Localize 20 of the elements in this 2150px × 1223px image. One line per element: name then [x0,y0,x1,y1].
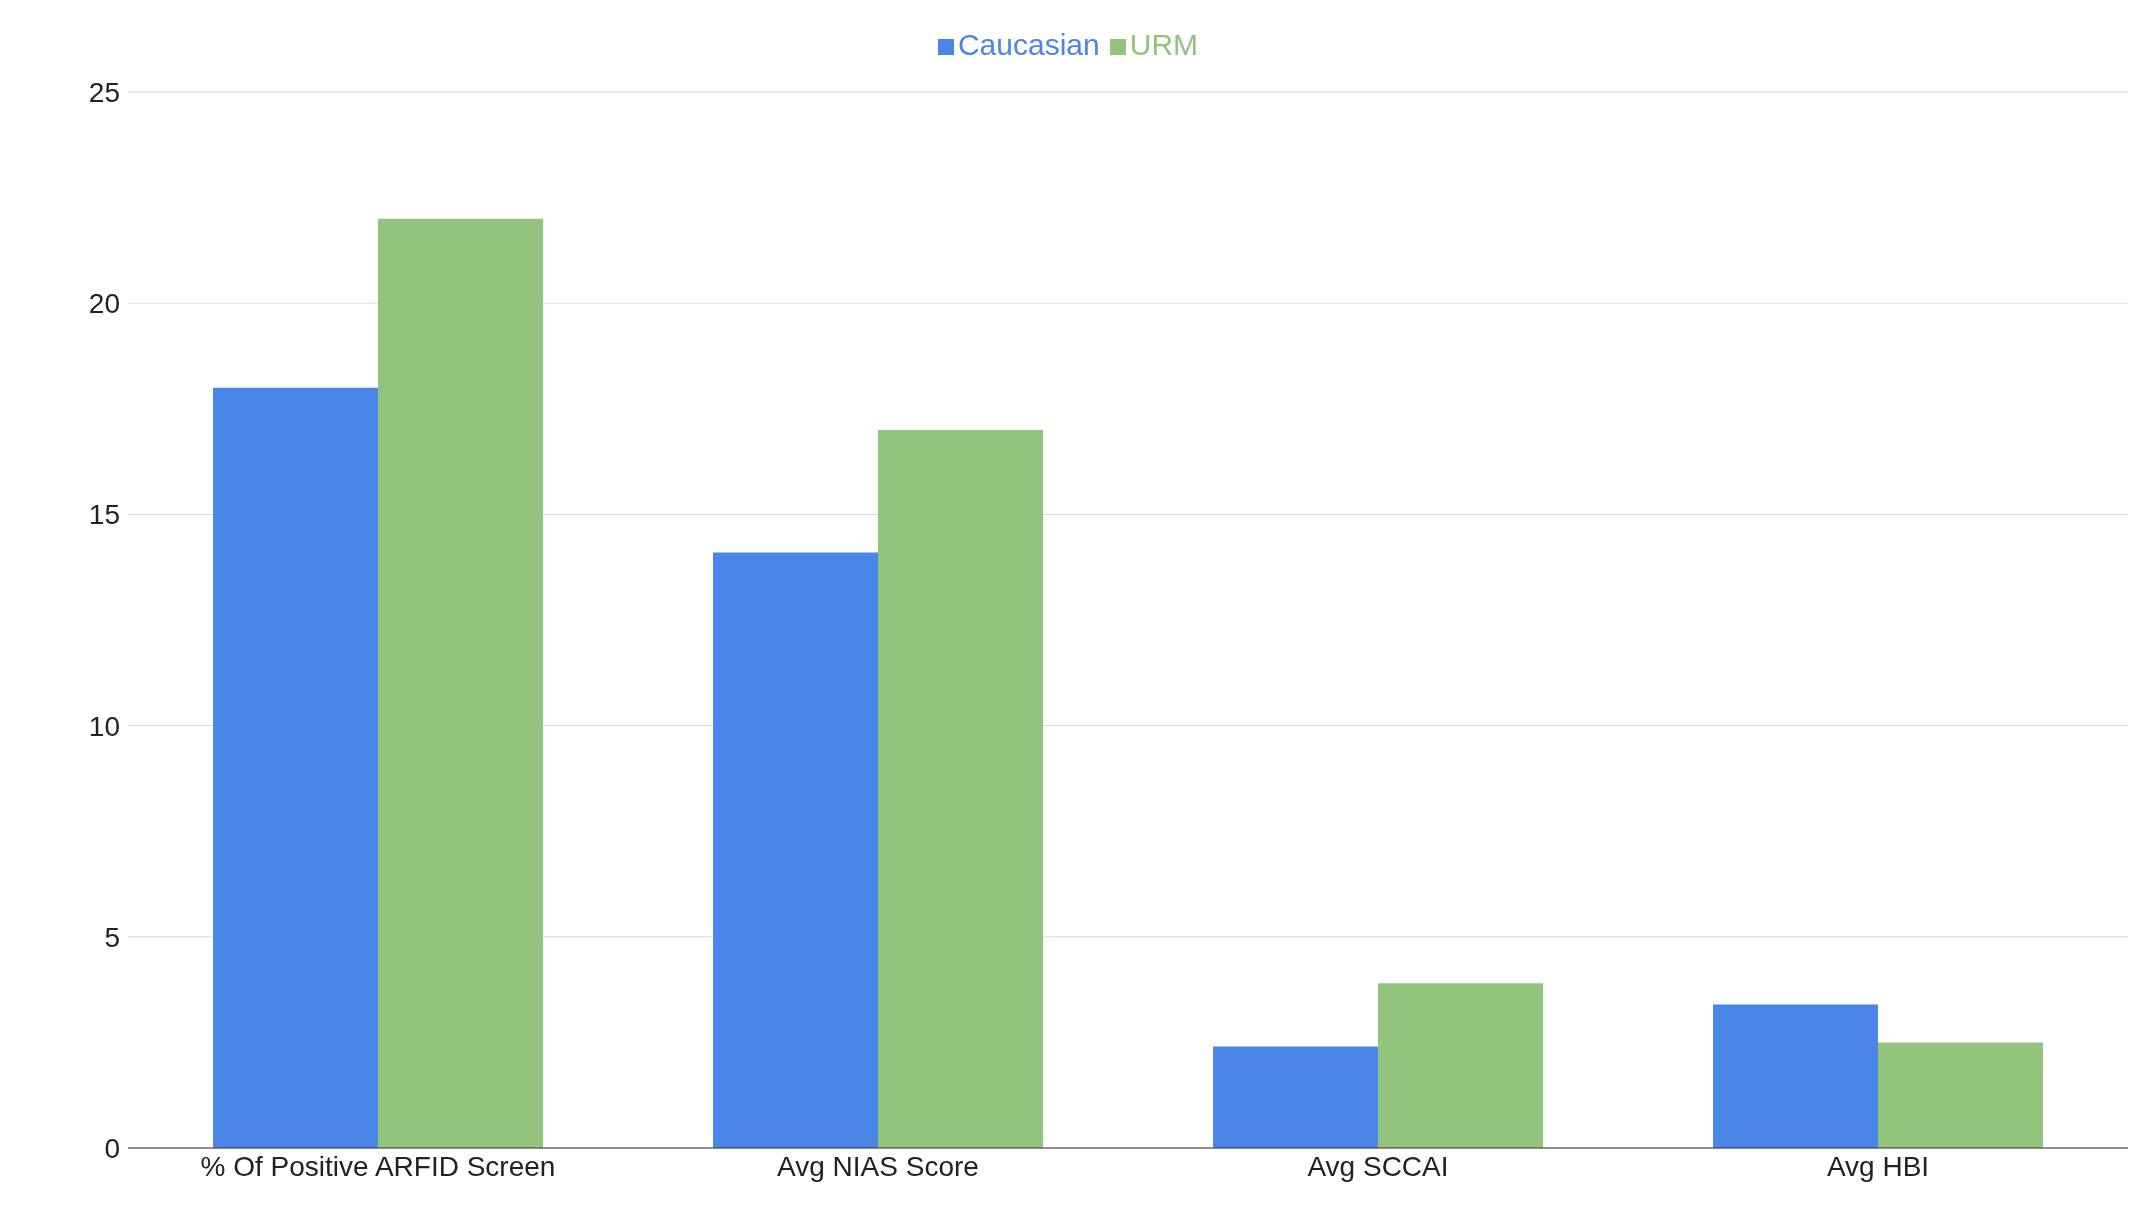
x-tick-label: Avg HBI [1826,1150,1930,1182]
y-tick-label: 20 [88,288,120,320]
x-tick-label: Avg NIAS Score [777,1150,979,1182]
y-tick-label: 25 [88,76,120,108]
bar [213,387,378,1148]
bar [713,552,878,1148]
y-tick-label: 15 [88,499,120,531]
x-tick-label: % Of Positive ARFID Screen [200,1150,556,1182]
bar [1713,1004,1878,1148]
legend-label: URM [1129,28,1199,61]
bar [378,218,543,1148]
y-tick-label: 10 [88,710,120,742]
bar [1213,1046,1378,1148]
bar [1378,983,1543,1148]
y-tick-label: 0 [104,1132,120,1164]
legend-label: Caucasian [957,28,1100,61]
bar [878,429,1043,1148]
y-tick-label: 5 [104,921,120,953]
bar [1878,1042,2043,1148]
x-tick-label: Avg SCCAI [1307,1150,1449,1182]
